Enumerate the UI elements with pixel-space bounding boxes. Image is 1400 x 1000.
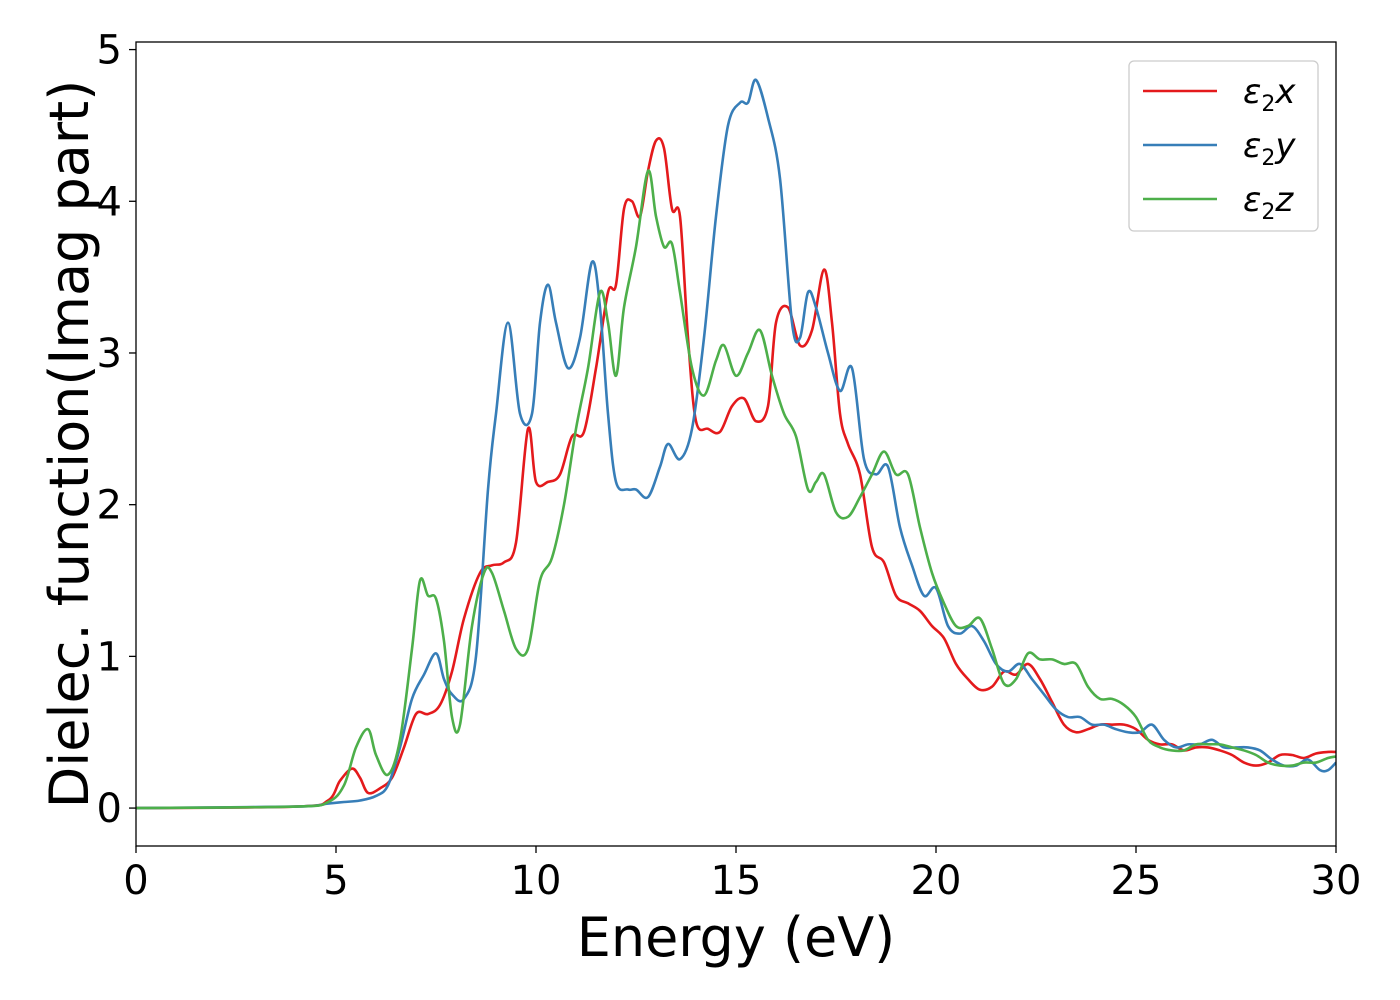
series-line-z xyxy=(136,169,1336,810)
x-tick-label: 25 xyxy=(1111,858,1162,904)
x-tick-label: 10 xyxy=(511,858,562,904)
y-tick-label: 3 xyxy=(97,331,122,377)
x-tick-label: 15 xyxy=(711,858,762,904)
legend-label-y: ε2y xyxy=(1243,126,1296,171)
legend-box xyxy=(1128,60,1319,232)
legend: ε2x ε2y ε2z xyxy=(1128,60,1319,232)
x-tick-label: 30 xyxy=(1311,858,1362,904)
x-tick-label: 20 xyxy=(911,858,962,904)
x-axis-label: Energy (eV) xyxy=(577,906,896,969)
y-tick-label: 4 xyxy=(97,179,122,225)
legend-label-x: ε2x xyxy=(1243,72,1296,117)
y-axis-label: Dielec. function(Imag part) xyxy=(38,80,101,809)
x-tick-label: 0 xyxy=(123,858,148,904)
y-tick-label: 0 xyxy=(97,786,122,832)
y-tick-label: 2 xyxy=(97,483,122,529)
series-line-y xyxy=(136,78,1336,810)
series-line-x xyxy=(136,137,1336,810)
y-tick-label: 5 xyxy=(97,28,122,74)
y-tick-label: 1 xyxy=(97,634,122,680)
x-tick-label: 5 xyxy=(323,858,348,904)
legend-label-z: ε2z xyxy=(1243,180,1294,225)
plot-area xyxy=(136,78,1336,810)
axes: 0 5 10 15 20 25 30 0 1 2 3 4 5 xyxy=(97,28,1362,904)
